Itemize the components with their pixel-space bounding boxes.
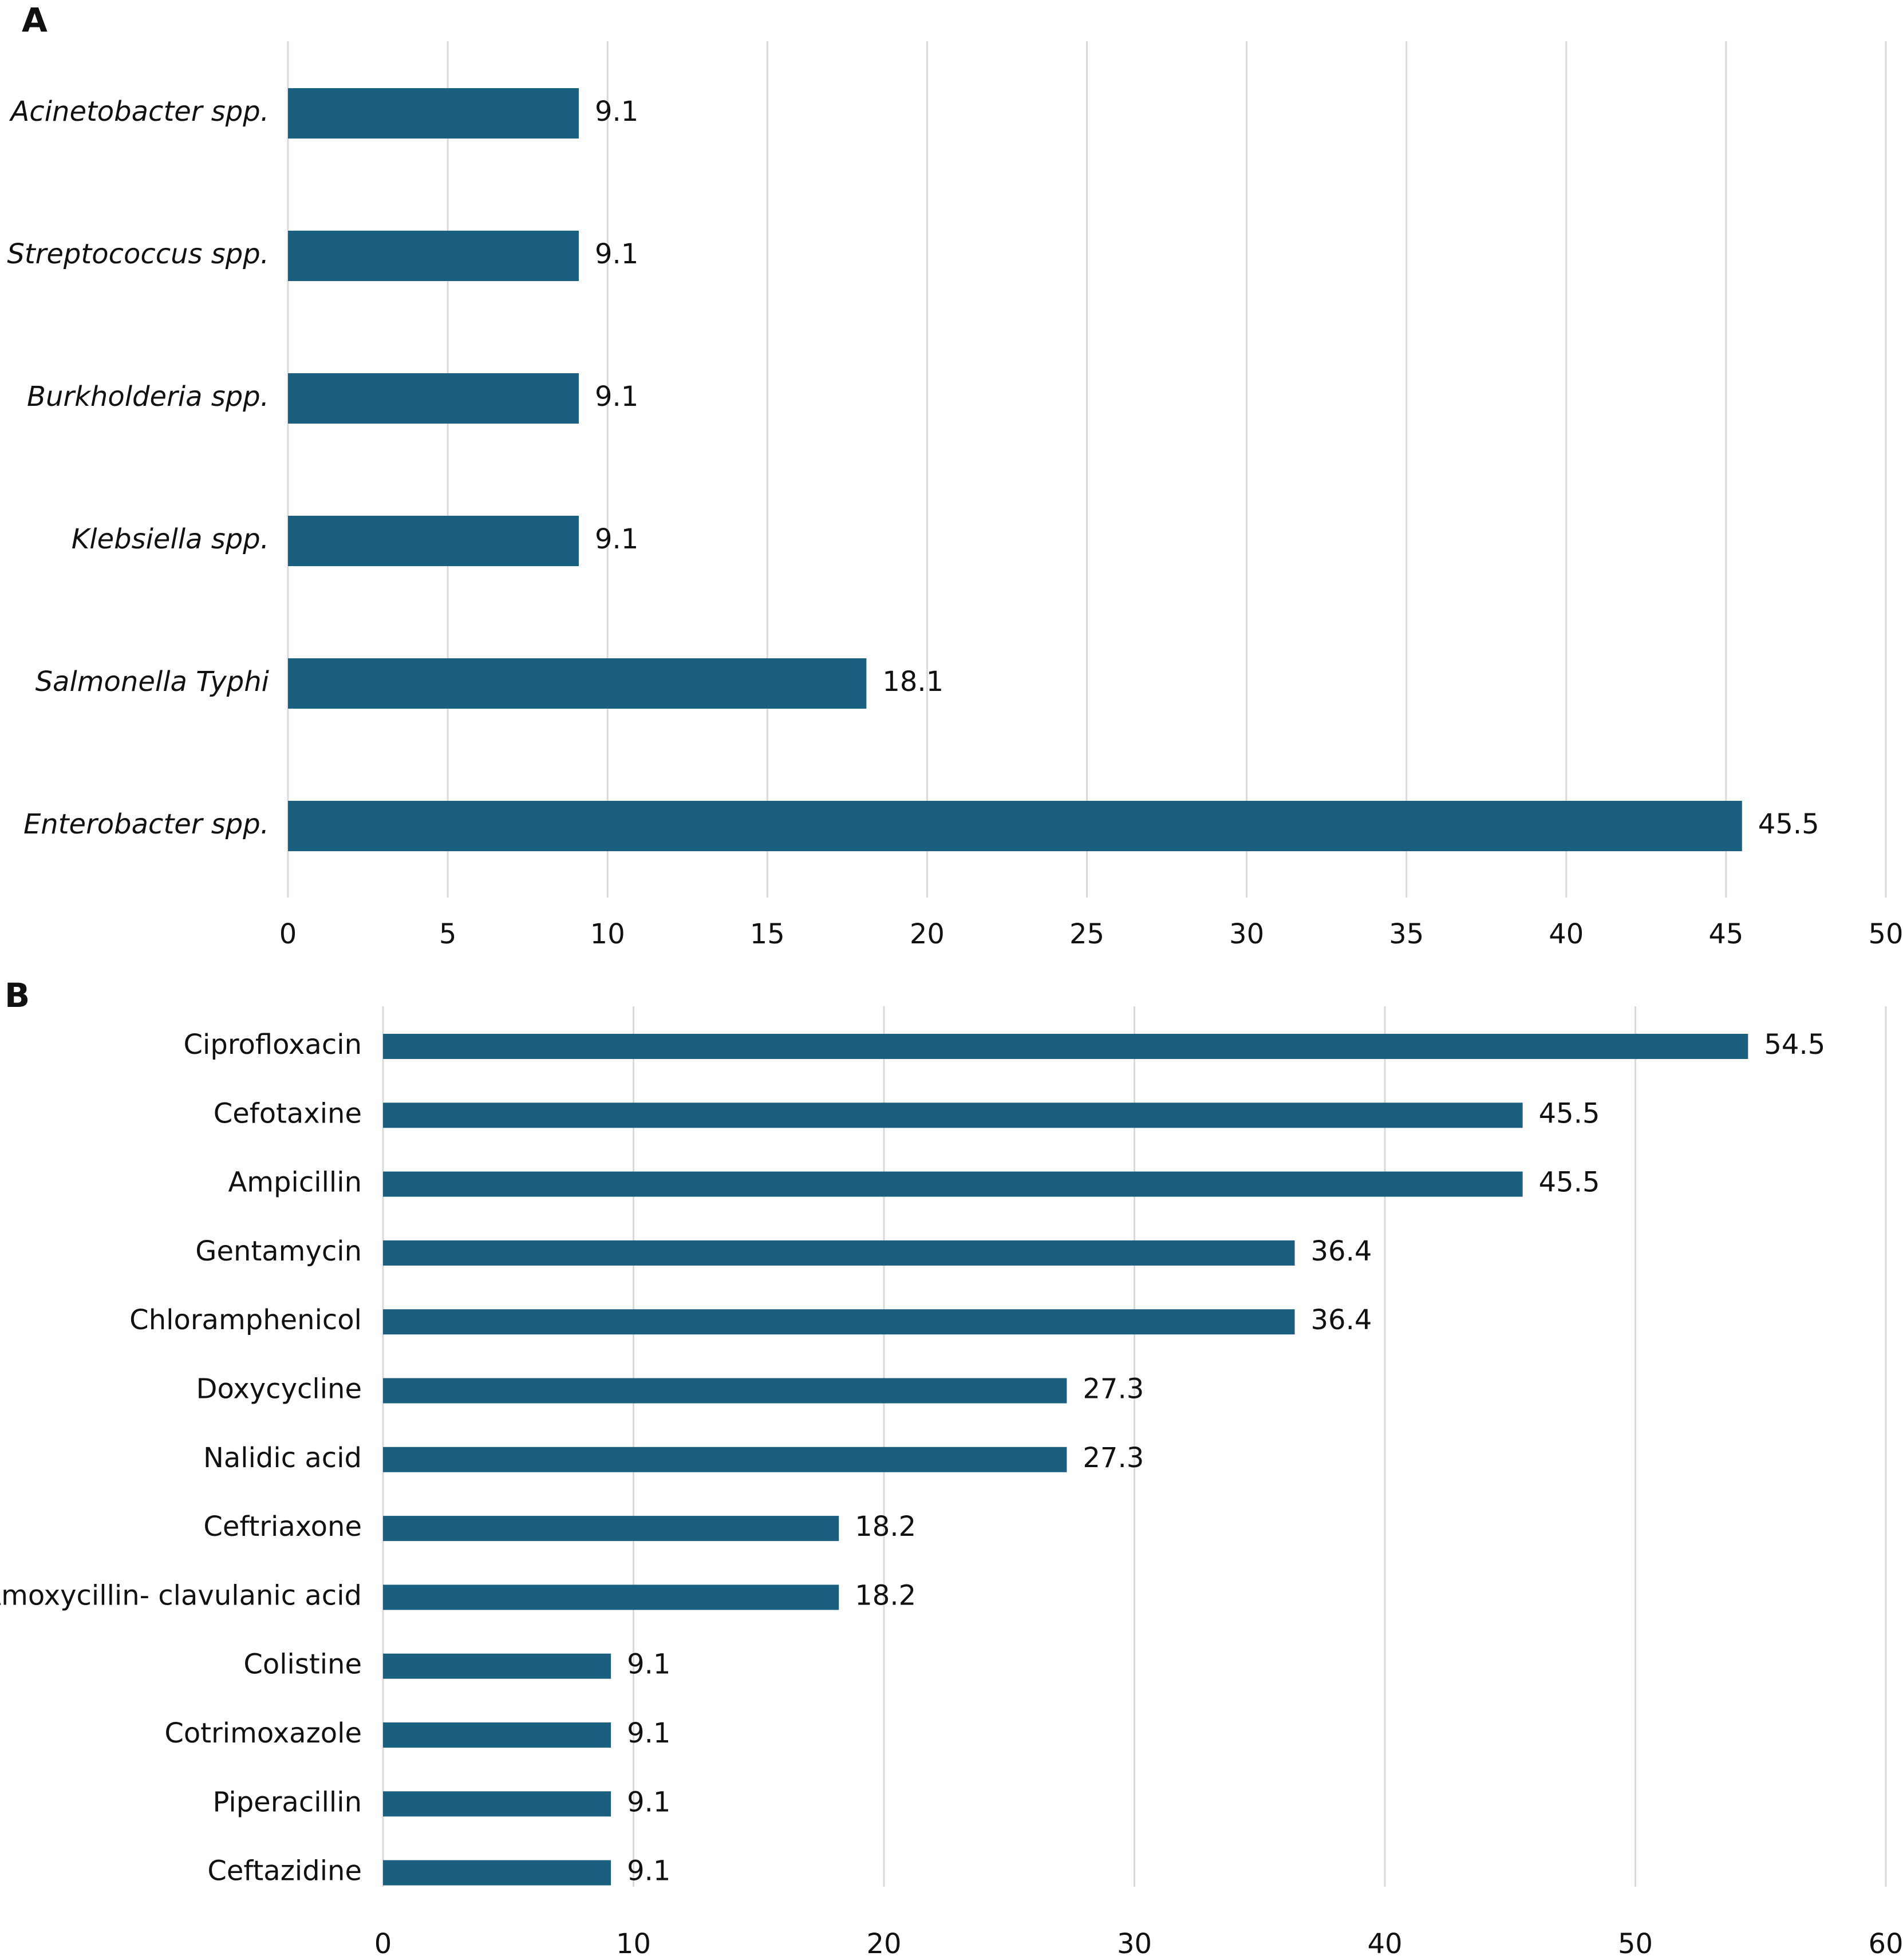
- data-label: 9.1: [627, 1717, 670, 1749]
- bar: [383, 1378, 1067, 1404]
- chart-b-antibiotics: 0 10 20 30 40 50 60 Ciprofloxacin 54.5 Cefotaxine…: [0, 1006, 1903, 1960]
- x-tick-label: 40: [1549, 918, 1584, 950]
- x-tick-label: 10: [590, 918, 625, 950]
- category-label: Colistine: [243, 1649, 362, 1681]
- bar: [288, 658, 867, 709]
- bar: [288, 516, 579, 566]
- data-label: 36.4: [1311, 1304, 1372, 1336]
- x-tick-label: 5: [439, 918, 457, 950]
- panel-b-letter: B: [5, 976, 30, 1015]
- data-label: 18.1: [882, 666, 943, 698]
- category-label: Gentamycin: [195, 1235, 362, 1267]
- category-label: Burkholderia spp.: [27, 381, 269, 413]
- data-label: 36.4: [1311, 1235, 1372, 1267]
- x-tick-label: 0: [374, 1928, 392, 1960]
- bar: [383, 1171, 1523, 1197]
- category-label: Streptococcus spp.: [7, 238, 269, 270]
- category-label: Enterobacter spp.: [23, 808, 269, 840]
- x-tick-label: 30: [1229, 918, 1264, 950]
- x-tick-label: 20: [910, 918, 945, 950]
- data-label: 9.1: [595, 381, 638, 413]
- data-label: 9.1: [595, 523, 638, 555]
- bar: [383, 1653, 611, 1679]
- category-label: Piperacillin: [212, 1786, 362, 1818]
- x-tick-label: 20: [866, 1928, 901, 1960]
- bar: [383, 1860, 611, 1886]
- data-label: 45.5: [1539, 1097, 1600, 1129]
- data-label: 9.1: [595, 96, 638, 128]
- category-label: Ceftriaxone: [203, 1511, 362, 1543]
- panel-a-letter: A: [22, 1, 48, 39]
- x-tick-label: 10: [616, 1928, 651, 1960]
- data-label: 18.2: [855, 1511, 916, 1543]
- category-label: Doxycycline: [196, 1373, 362, 1405]
- category-label: Chloramphenicol: [129, 1304, 362, 1336]
- data-label: 45.5: [1758, 808, 1819, 840]
- bar: [288, 373, 579, 424]
- category-label: Cotrimoxazole: [164, 1717, 362, 1749]
- category-label: Klebsiella spp.: [72, 523, 269, 555]
- bar: [383, 1791, 611, 1817]
- bar: [383, 1102, 1523, 1128]
- chart-a-organisms: 0 5 10 15 20 25 30 35 40 45 50 Acinetobacter spp. 9.…: [7, 41, 1903, 950]
- bar: [383, 1516, 839, 1542]
- bar: [383, 1309, 1295, 1335]
- category-label: Ceftazidine: [207, 1855, 362, 1887]
- x-tick-label: 60: [1868, 1928, 1903, 1960]
- bar: [383, 1447, 1067, 1472]
- bar: [383, 1584, 839, 1610]
- category-label: Acinetobacter spp.: [9, 96, 269, 128]
- bar: [383, 1034, 1748, 1059]
- data-label: 27.3: [1083, 1373, 1144, 1405]
- category-label: Ampicillin: [228, 1167, 362, 1199]
- data-label: 9.1: [627, 1649, 670, 1681]
- x-tick-label: 15: [750, 918, 785, 950]
- bar: [288, 231, 579, 281]
- x-tick-label: 30: [1117, 1928, 1152, 1960]
- category-label: Amoxycillin- clavulanic acid: [0, 1579, 362, 1611]
- category-label: Ciprofloxacin: [184, 1029, 362, 1061]
- bar: [288, 88, 579, 139]
- x-tick-label: 0: [279, 918, 297, 950]
- data-label: 18.2: [855, 1579, 916, 1611]
- x-tick-label: 45: [1708, 918, 1743, 950]
- bar: [383, 1722, 611, 1748]
- x-tick-label: 50: [1618, 1928, 1653, 1960]
- category-label: Cefotaxine: [214, 1097, 362, 1129]
- data-label: 9.1: [595, 238, 638, 270]
- bar: [288, 801, 1742, 851]
- data-label: 27.3: [1083, 1442, 1144, 1474]
- x-tick-label: 50: [1868, 918, 1903, 950]
- data-label: 9.1: [627, 1855, 670, 1887]
- x-tick-label: 25: [1069, 918, 1104, 950]
- x-tick-label: 35: [1389, 918, 1424, 950]
- category-label: Salmonella Typhi: [35, 666, 270, 698]
- data-label: 54.5: [1764, 1029, 1825, 1061]
- data-label: 45.5: [1539, 1167, 1600, 1199]
- bar: [383, 1240, 1295, 1266]
- x-tick-label: 40: [1367, 1928, 1402, 1960]
- category-label: Nalidic acid: [203, 1442, 362, 1474]
- data-label: 9.1: [627, 1786, 670, 1818]
